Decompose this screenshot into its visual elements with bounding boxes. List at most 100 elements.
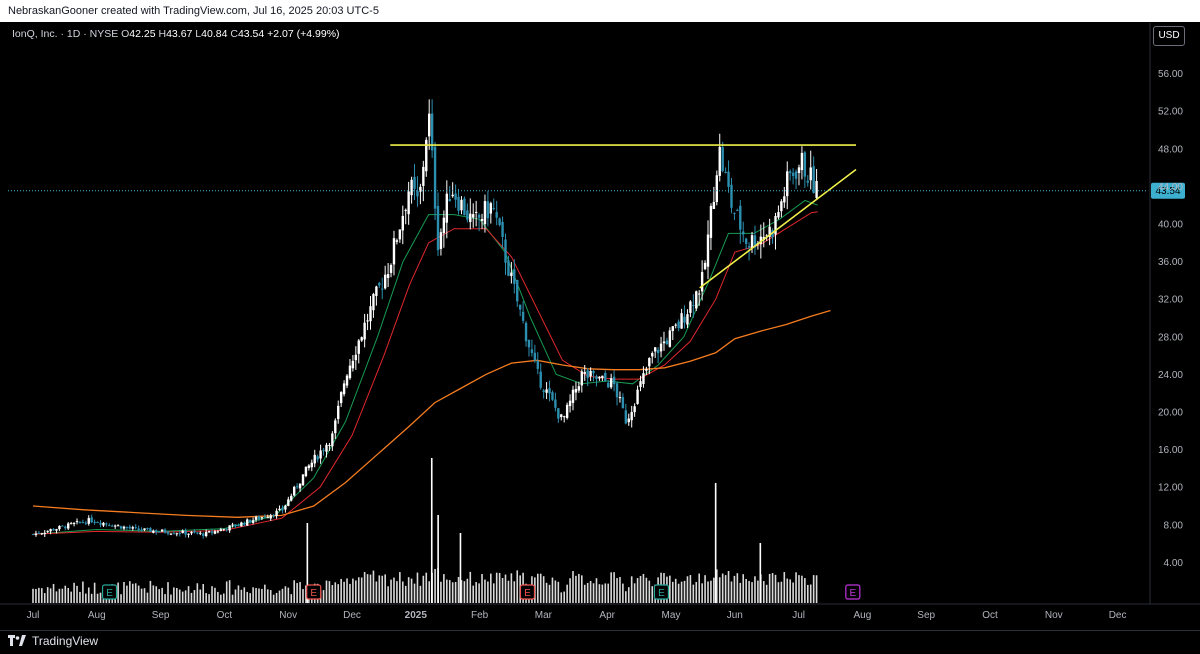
candle-body [178, 533, 181, 535]
volume-bar [176, 587, 178, 603]
volume-bar [252, 587, 254, 603]
volume-bar [237, 585, 240, 603]
candle-body [744, 238, 748, 244]
volume-bar [202, 584, 205, 603]
time-tick-label: Apr [599, 610, 615, 621]
candle-body [278, 508, 281, 511]
volume-bar [451, 582, 454, 603]
volume-bar [360, 577, 363, 603]
volume-bar [275, 592, 278, 603]
volume-bar [404, 585, 407, 603]
candle-body [454, 193, 457, 200]
volume-bar [598, 584, 601, 603]
volume-bar [780, 581, 783, 603]
time-tick-label: Nov [1045, 610, 1063, 621]
volume-bar [736, 573, 739, 603]
volume-bar [266, 589, 269, 603]
earnings-marker[interactable]: E [306, 584, 322, 600]
volume-bar [469, 571, 472, 603]
earnings-marker-box [101, 584, 118, 600]
volume-bar [58, 588, 61, 603]
candle-body [425, 139, 428, 172]
candle-body [119, 526, 123, 529]
earnings-marker-label: E [106, 588, 113, 599]
candle-body [427, 113, 431, 137]
candle-body [122, 526, 126, 529]
volume-bar [560, 592, 563, 603]
candle-body [439, 232, 443, 249]
candle-body [398, 229, 402, 240]
currency-button[interactable]: USD [1153, 26, 1185, 46]
candle-body [75, 521, 79, 523]
candle-body [272, 515, 275, 517]
candle-body [210, 531, 214, 533]
volume-bar [507, 580, 510, 603]
candle-body [545, 389, 548, 393]
candle-body [157, 531, 161, 533]
volume-bar [551, 577, 554, 603]
volume-spike [759, 543, 762, 603]
candle-body [433, 146, 437, 209]
time-tick-label: Dec [343, 610, 361, 621]
volume-bar [46, 587, 49, 603]
volume-bar [754, 576, 756, 603]
volume-bar [149, 580, 152, 603]
candle-body [319, 450, 322, 459]
candle-body [706, 234, 710, 267]
volume-bar [334, 582, 337, 603]
candle-body [483, 201, 487, 225]
volume-bar [181, 591, 184, 603]
volume-bar [393, 577, 395, 603]
candle-body [113, 525, 117, 527]
volume-bar [707, 581, 709, 603]
candle-body [689, 301, 692, 313]
candle-body [445, 193, 449, 223]
candle-body [187, 533, 190, 535]
volume-spike [459, 533, 462, 603]
price-tick-label: 44.00 [1158, 182, 1183, 193]
earnings-marker-label: E [658, 588, 665, 599]
candle-body [721, 147, 724, 172]
volume-bar [645, 577, 648, 603]
candle-body [780, 201, 783, 212]
volume-bar [516, 570, 519, 603]
volume-spike [306, 523, 309, 603]
volume-bar [302, 589, 304, 603]
candle-body [137, 528, 140, 531]
candle-body [601, 375, 604, 379]
volume-bar [416, 572, 419, 603]
candle-body [237, 525, 240, 527]
volume-bar [343, 581, 345, 603]
volume-bar [170, 594, 172, 603]
earnings-marker[interactable]: E [101, 584, 118, 600]
volume-bar [809, 584, 812, 603]
candle-body [275, 510, 278, 517]
candle-body [207, 531, 211, 533]
candle-body [577, 386, 581, 391]
candle-body [43, 532, 46, 535]
volume-bar [765, 584, 768, 603]
earnings-marker[interactable]: E [653, 584, 670, 600]
candle-body [583, 372, 586, 374]
chart-frame[interactable] [0, 22, 1200, 630]
volume-bar [454, 582, 457, 603]
candle-body [354, 354, 358, 361]
volume-bar [293, 580, 295, 603]
volume-bar [61, 588, 64, 603]
candle-body [768, 226, 771, 237]
candle-body [539, 371, 542, 388]
earnings-marker[interactable]: E [845, 584, 861, 600]
symbol-legend[interactable]: IonQ, Inc. · 1D · NYSE O42.25 H43.67 L40… [12, 28, 340, 40]
candle-body [310, 462, 314, 468]
candle-body [718, 146, 721, 176]
volume-bar [484, 579, 486, 603]
candle-body [480, 218, 484, 221]
volume-bar [190, 592, 193, 603]
earnings-marker[interactable]: E [519, 584, 536, 600]
volume-bar [539, 573, 542, 603]
candle-body [190, 531, 193, 534]
tradingview-logo[interactable]: TradingView [8, 634, 98, 648]
volume-bar [55, 591, 58, 603]
candle-body [527, 339, 531, 348]
